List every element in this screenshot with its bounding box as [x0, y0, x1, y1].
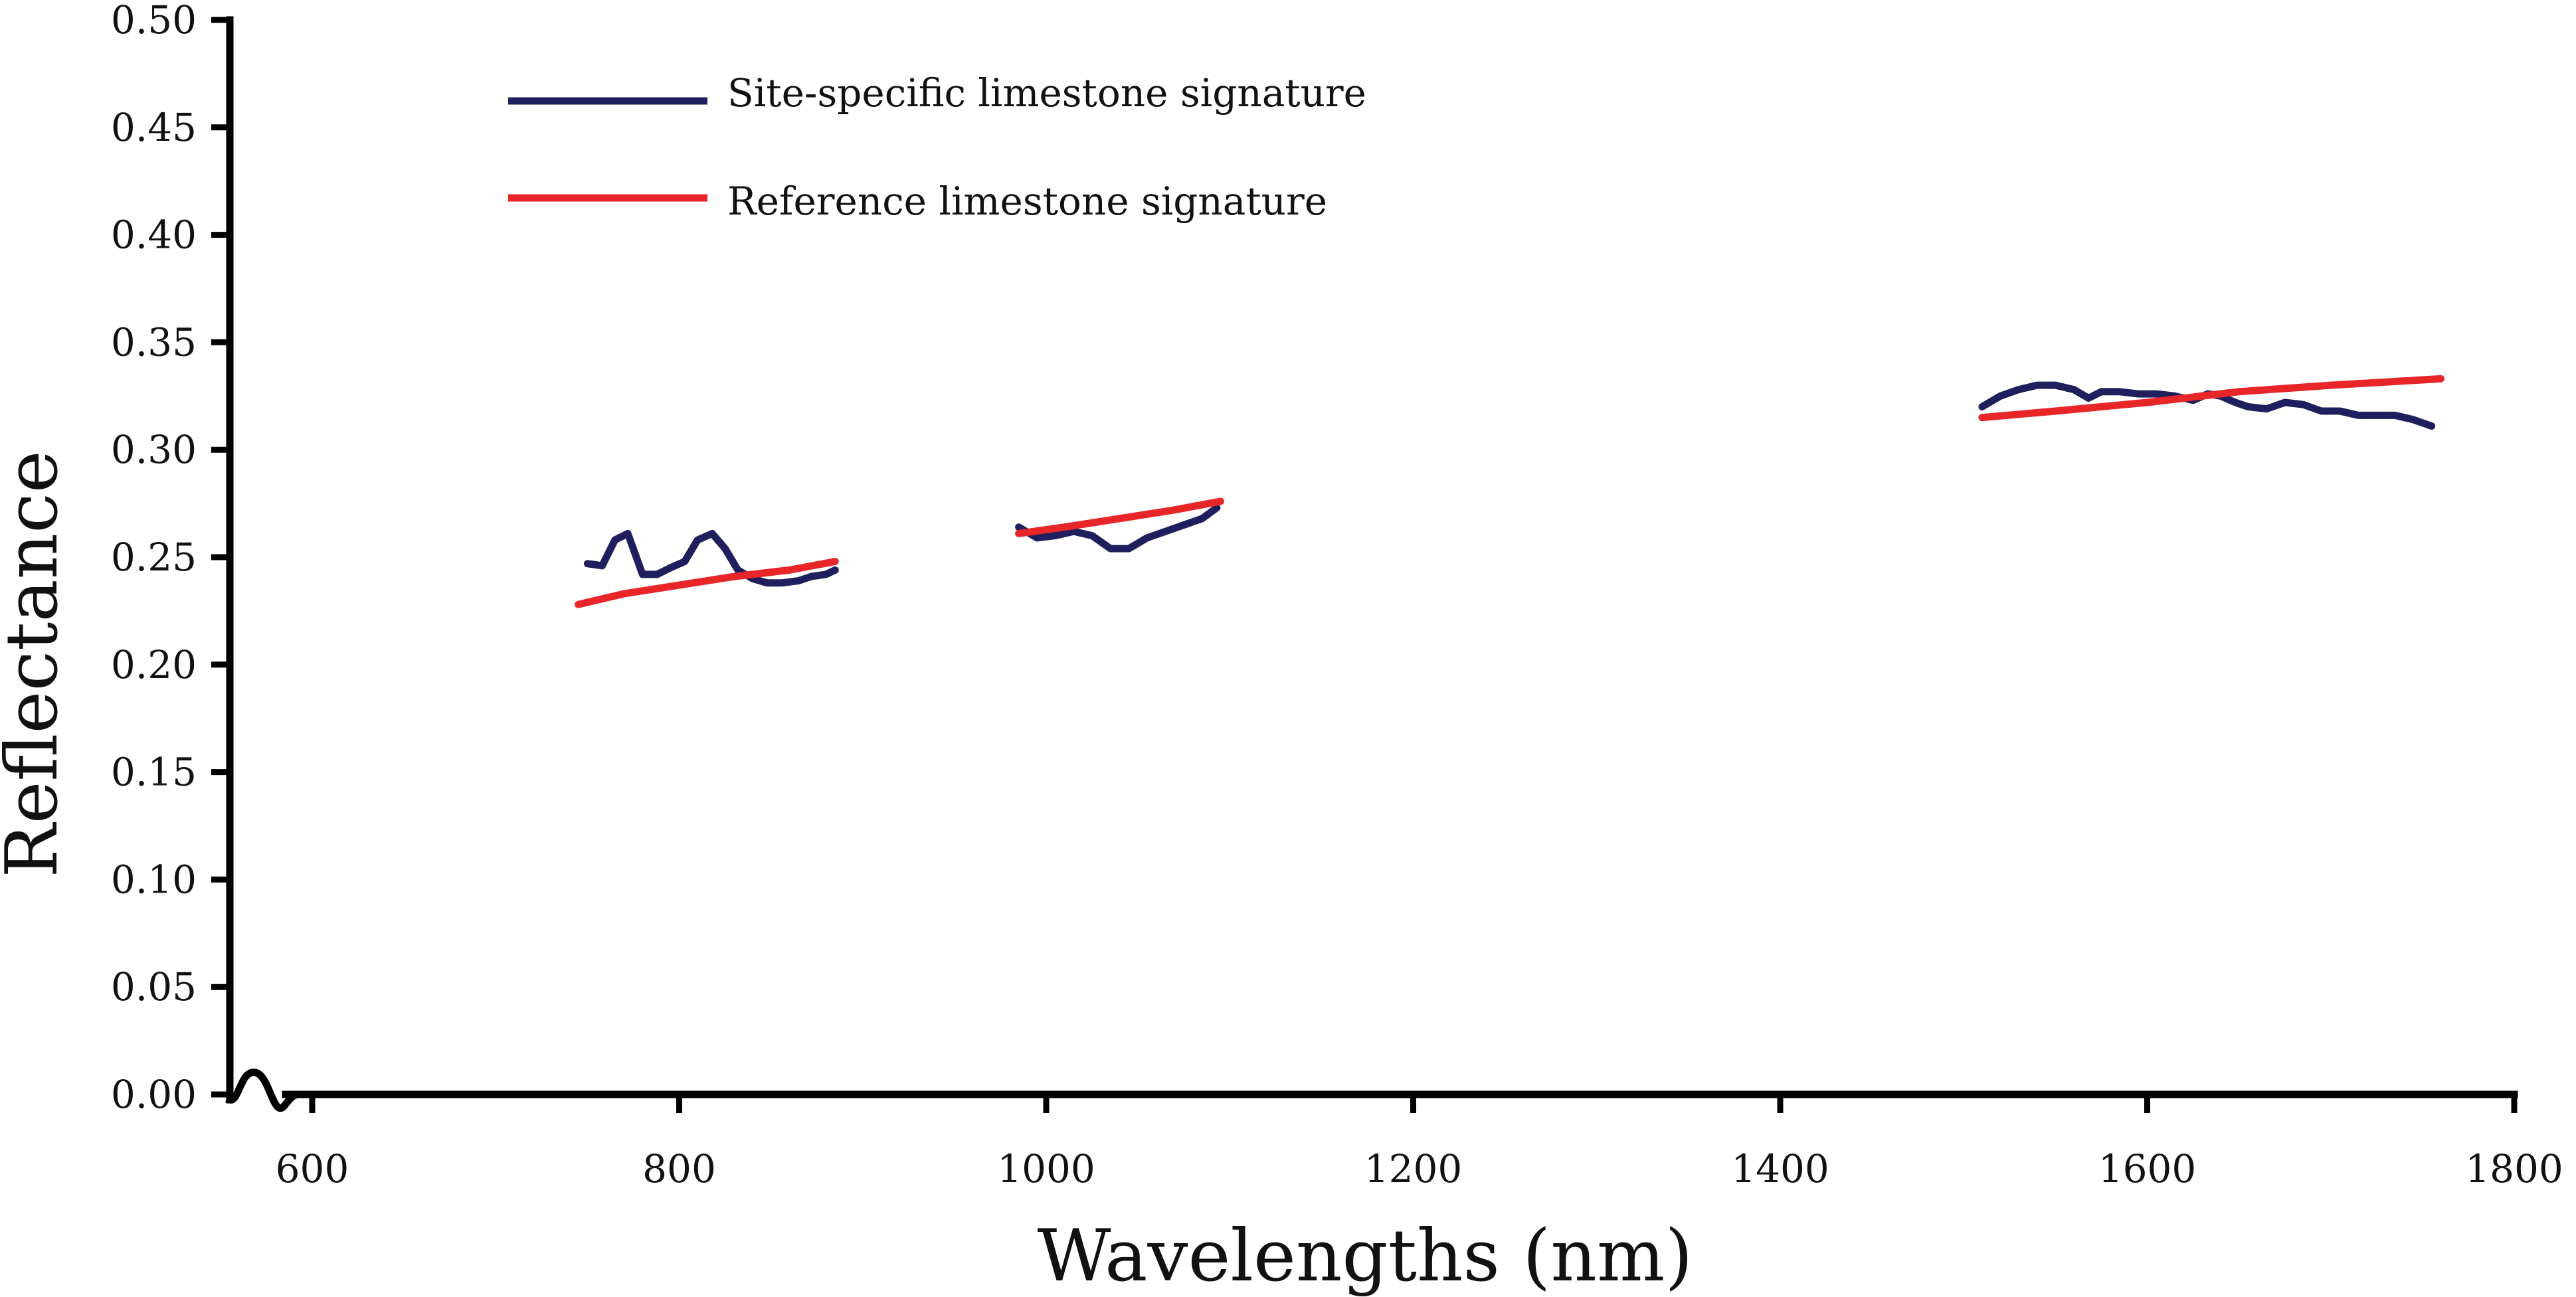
y-tick-label: 0.50: [111, 0, 197, 43]
x-tick-label: 1400: [1731, 1146, 1829, 1191]
legend: Site-specific limestone signature Refere…: [508, 70, 1366, 224]
reference-segment-2: [1978, 375, 2444, 422]
site-specific-segment-2: [1978, 381, 2436, 430]
reference-segment-1: [1015, 497, 1224, 537]
reference-segment-0: [575, 558, 839, 608]
y-tick-label: 0.15: [111, 750, 197, 795]
site-specific-segment-1: [1015, 504, 1221, 553]
x-tick-label: 1200: [1364, 1146, 1463, 1191]
x-axis-title: Wavelengths (nm): [1037, 1215, 1693, 1297]
y-tick-label: 0.00: [111, 1072, 197, 1117]
y-axis-title: Reflectance: [0, 450, 74, 877]
y-tick-label: 0.05: [111, 964, 197, 1009]
legend-label-reference: Reference limestone signature: [727, 179, 1327, 224]
y-tick-label: 0.25: [111, 535, 197, 580]
series-0: [583, 381, 2436, 587]
x-tick-label: 600: [276, 1146, 349, 1191]
y-axis-ticks: 0.00 0.05 0.10 0.15 0.20 0.25 0.30 0.35 0.40 0.45…: [111, 0, 230, 1117]
legend-label-site-specific: Site-specific limestone signature: [727, 70, 1366, 116]
x-tick-label: 1800: [2465, 1146, 2563, 1191]
y-tick-label: 0.45: [111, 105, 197, 150]
x-tick-label: 1600: [2098, 1146, 2197, 1191]
site-specific-segment-0: [583, 529, 839, 587]
x-tick-label: 1000: [997, 1146, 1095, 1191]
plot-area: [575, 375, 2444, 608]
y-tick-label: 0.35: [111, 319, 197, 365]
y-tick-label: 0.40: [111, 213, 197, 258]
x-axis-break-squiggle: [225, 1069, 303, 1112]
y-tick-label: 0.30: [111, 427, 197, 472]
y-tick-label: 0.10: [111, 857, 197, 902]
x-tick-label: 800: [642, 1146, 716, 1191]
x-axis-ticks: 600 800 1000 1200 1400 1600 1800: [276, 1094, 2563, 1191]
y-tick-label: 0.20: [111, 642, 197, 687]
series-1: [575, 375, 2444, 608]
